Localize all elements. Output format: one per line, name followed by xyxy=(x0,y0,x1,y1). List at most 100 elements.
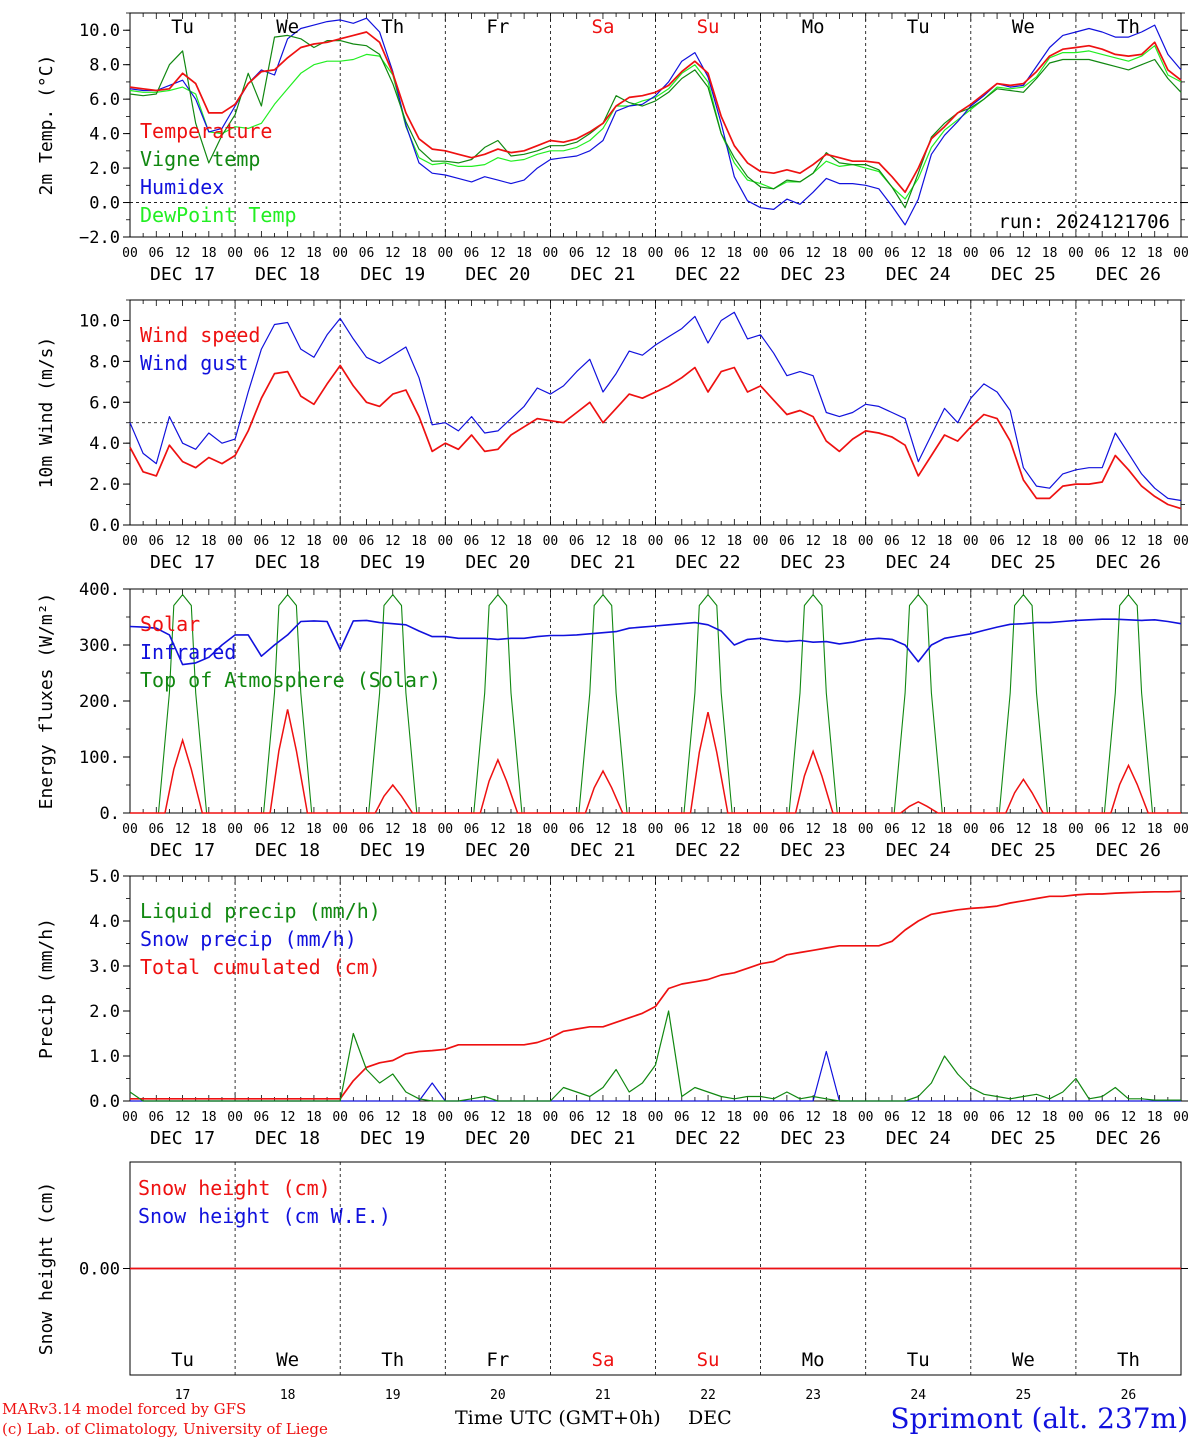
x-date-label: DEC 20 xyxy=(465,1128,530,1149)
x-hour-label: 18 xyxy=(832,534,848,549)
x-hour-label: 00 xyxy=(332,822,348,837)
y-tick-label: 4.0 xyxy=(89,125,120,145)
x-hour-label: 06 xyxy=(148,246,164,261)
x-hour-label: 12 xyxy=(1016,534,1032,549)
x-hour-label: 06 xyxy=(884,246,900,261)
x-date-label: DEC 26 xyxy=(1096,840,1161,861)
x-hour-label: 18 xyxy=(621,534,637,549)
x-date-label: DEC 20 xyxy=(465,264,530,285)
x-hour-label: 12 xyxy=(805,822,821,837)
x-hour-label: 18 xyxy=(306,822,322,837)
x-hour-label: 12 xyxy=(805,534,821,549)
x-hour-label: 18 xyxy=(201,822,217,837)
x-hour-label: 12 xyxy=(700,534,716,549)
x-axis-month: DEC xyxy=(688,1407,732,1429)
x-hour-label: 00 xyxy=(753,246,769,261)
x-hour-label: 00 xyxy=(227,534,243,549)
legend-entry: Temperature xyxy=(140,119,272,143)
x-hour-label: 06 xyxy=(464,246,480,261)
x-hour-label: 18 xyxy=(411,1110,427,1125)
y-tick-label: 0. xyxy=(100,804,120,824)
x-hour-label: 00 xyxy=(963,534,979,549)
x-hour-label: 06 xyxy=(254,822,270,837)
x-hour-label: 00 xyxy=(858,822,874,837)
x-date-label: DEC 17 xyxy=(150,552,215,573)
weekday-label: We xyxy=(1012,1349,1035,1371)
x-hour-label: 12 xyxy=(1121,246,1137,261)
x-hour-label: 06 xyxy=(569,246,585,261)
x-hour-label: 18 xyxy=(516,246,532,261)
x-hour-label: 06 xyxy=(884,1110,900,1125)
y-tick-label: 100. xyxy=(79,748,120,768)
x-hour-label: 00 xyxy=(753,822,769,837)
weekday-label: Tu xyxy=(907,1349,930,1371)
x-hour-label: 00 xyxy=(1068,822,1084,837)
legend-entry: Wind gust xyxy=(140,351,248,375)
x-hour-label: 06 xyxy=(989,1110,1005,1125)
legend-entry: Infrared xyxy=(140,640,236,664)
legend-entry: Snow height (cm W.E.) xyxy=(138,1204,391,1228)
x-hour-label: 18 xyxy=(937,246,953,261)
x-hour-label: 18 xyxy=(1042,534,1058,549)
y-tick-label: 3.0 xyxy=(89,957,120,977)
x-hour-label: 18 xyxy=(201,246,217,261)
x-hour-label: 18 xyxy=(832,822,848,837)
x-hour-label: 18 xyxy=(832,246,848,261)
weekday-label: Th xyxy=(1117,1349,1140,1371)
series-temperature xyxy=(129,31,1182,194)
day-number-label: 26 xyxy=(1121,1388,1137,1403)
x-hour-label: 18 xyxy=(306,246,322,261)
y-tick-label: 1.0 xyxy=(89,1047,120,1067)
weekday-label: Th xyxy=(381,16,404,38)
x-hour-label: 18 xyxy=(1147,246,1163,261)
day-number-label: 19 xyxy=(385,1388,401,1403)
weekday-label: Su xyxy=(697,1349,720,1371)
x-hour-label: 18 xyxy=(201,1110,217,1125)
x-hour-label: 06 xyxy=(464,534,480,549)
x-hour-label: 06 xyxy=(254,534,270,549)
y-tick-label: 8.0 xyxy=(89,56,120,76)
panel-wind: 0.0 2.0 4.0 6.0 8.0 10.0 10m Wind (m/s) Wind sp… xyxy=(36,299,1189,573)
x-hour-label: 06 xyxy=(989,246,1005,261)
x-date-label: DEC 24 xyxy=(886,1128,951,1149)
series-humidex xyxy=(129,17,1182,226)
series-wind-speed xyxy=(129,364,1182,510)
x-hour-label: 18 xyxy=(726,246,742,261)
x-hour-label: 00 xyxy=(648,534,664,549)
x-hour-label: 00 xyxy=(122,822,138,837)
x-hour-label: 00 xyxy=(648,246,664,261)
x-hour-label: 06 xyxy=(989,534,1005,549)
x-hour-label: 06 xyxy=(884,822,900,837)
y-tick-label: 4.0 xyxy=(89,434,120,454)
x-hour-label: 18 xyxy=(516,534,532,549)
x-hour-label: 00 xyxy=(753,534,769,549)
panel-temp: −2.0 0.0 2.0 4.0 6.0 8.0 10.0 2m Temp. (°C) Temp… xyxy=(36,12,1189,285)
y-tick-label: 6.0 xyxy=(89,90,120,110)
x-hour-label: 18 xyxy=(1147,1110,1163,1125)
x-hour-label: 12 xyxy=(175,822,191,837)
weekday-label: Tu xyxy=(907,16,930,38)
x-hour-label: 00 xyxy=(648,822,664,837)
x-hour-label: 00 xyxy=(963,246,979,261)
x-hour-label: 18 xyxy=(1042,1110,1058,1125)
y-tick-label: 200. xyxy=(79,692,120,712)
y-axis-label: Snow height (cm) xyxy=(36,1182,57,1355)
x-hour-label: 06 xyxy=(1094,1110,1110,1125)
legend-entry: Humidex xyxy=(140,175,224,199)
x-date-label: DEC 19 xyxy=(360,264,425,285)
x-date-label: DEC 26 xyxy=(1096,1128,1161,1149)
x-date-label: DEC 20 xyxy=(465,840,530,861)
x-hour-label: 06 xyxy=(148,1110,164,1125)
x-hour-label: 12 xyxy=(805,246,821,261)
x-hour-label: 00 xyxy=(122,534,138,549)
x-date-label: DEC 25 xyxy=(991,552,1056,573)
x-date-label: DEC 20 xyxy=(465,552,530,573)
x-hour-label: 06 xyxy=(884,534,900,549)
x-date-label: DEC 18 xyxy=(255,840,320,861)
x-date-label: DEC 18 xyxy=(255,264,320,285)
x-date-label: DEC 17 xyxy=(150,264,215,285)
x-hour-label: 12 xyxy=(910,822,926,837)
x-hour-label: 12 xyxy=(1121,534,1137,549)
x-hour-label: 12 xyxy=(1121,822,1137,837)
y-tick-label: 0.00 xyxy=(79,1260,120,1280)
